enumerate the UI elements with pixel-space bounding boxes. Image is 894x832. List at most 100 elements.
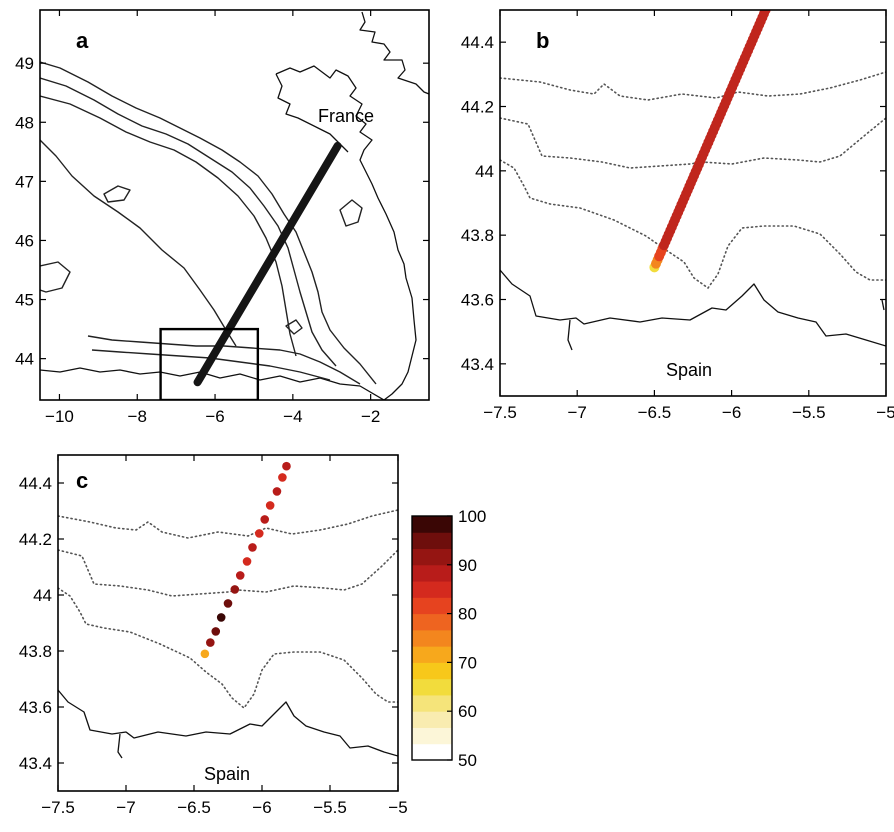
axis-ticks: −7.5 −7 −6.5 −6 −5.5 −5 44.4 44.2 44 43.8 43.6 43.4: [19, 455, 408, 817]
bathymetry-contour: [40, 61, 377, 385]
track-point: [200, 649, 210, 659]
bathymetry-contour: [40, 95, 297, 357]
x-tick-label: −7.5: [483, 403, 517, 422]
panel-label: b: [536, 28, 549, 53]
track-point: [265, 501, 275, 510]
panel-label: a: [76, 28, 89, 53]
y-tick-label: 43.6: [461, 291, 494, 310]
x-tick-label: −6: [205, 407, 224, 426]
track-point: [216, 613, 226, 622]
bathymetry-contour: [500, 117, 886, 169]
y-tick-label: 47: [15, 172, 34, 191]
glider-track: [200, 461, 291, 659]
x-tick-label: −5: [388, 798, 407, 817]
y-tick-label: 46: [15, 231, 34, 250]
track-point: [223, 599, 233, 608]
x-tick-label: −8: [128, 407, 147, 426]
x-tick-label: −5.5: [313, 798, 347, 817]
axis-ticks: −10 −8 −6 −4 −2 49 48 47 46 45 44: [15, 10, 429, 426]
track-point: [272, 487, 282, 496]
map-frame: [39, 9, 430, 401]
track-point: [211, 627, 221, 636]
x-tick-label: −7.5: [41, 798, 75, 817]
y-tick-label: 45: [15, 291, 34, 310]
place-label-spain: Spain: [666, 360, 712, 380]
bathymetry-contour: [87, 335, 361, 385]
y-tick-label: 43.8: [461, 226, 494, 245]
track-point: [760, 10, 771, 15]
bathymetry-contour: [339, 199, 363, 227]
colorbar-cell: [412, 646, 452, 663]
place-label-france: France: [318, 106, 374, 126]
x-tick-label: −5.5: [792, 403, 826, 422]
colorbar-cell: [412, 711, 452, 728]
y-tick-label: 44: [33, 586, 52, 605]
colorbar-tick-label: 50: [458, 751, 477, 770]
colorbar-cell: [412, 678, 452, 696]
bathymetry-contour: [500, 159, 886, 290]
panel-c: −7.5 −7 −6.5 −6 −5.5 −5 44.4 44.2 44 43.8 43.6 43.4…: [19, 454, 408, 817]
colorbar-cell: [412, 597, 452, 615]
x-tick-label: −4: [283, 407, 302, 426]
france-coastline: [275, 11, 429, 400]
colorbar-cell: [412, 662, 452, 680]
track-point: [242, 557, 252, 566]
axis-ticks: −7.5 −7 −6.5 −6 −5.5 −5 44.4 44.2 44 43.8 43.6 43.4: [461, 10, 894, 422]
glider-track: [193, 141, 342, 387]
colorbar-cell: [412, 516, 452, 533]
spain-coastline: [500, 269, 886, 347]
colorbar-tick-label: 100: [458, 507, 486, 526]
bathymetry-contour: [40, 77, 337, 367]
track-point: [282, 461, 291, 471]
y-tick-label: 44.2: [19, 530, 52, 549]
track-point: [254, 529, 264, 538]
y-tick-label: 49: [15, 54, 34, 73]
bathymetry-contour: [500, 71, 886, 101]
colorbar-tick-label: 70: [458, 653, 477, 672]
x-tick-label: −6.5: [638, 403, 672, 422]
colorbar-cell: [412, 727, 452, 745]
colorbar-cell: [412, 613, 452, 631]
y-tick-label: 44.4: [19, 474, 52, 493]
x-tick-label: −10: [45, 407, 74, 426]
spain-coastline: [40, 367, 385, 400]
x-tick-label: −6: [722, 403, 741, 422]
colorbar-cell: [412, 629, 452, 647]
track-point: [235, 571, 245, 580]
coast-inlet: [117, 733, 123, 759]
bathymetry-contour: [40, 261, 71, 293]
colorbar-cell: [412, 564, 452, 582]
track-point: [260, 515, 270, 524]
bathymetry-contour: [58, 549, 398, 597]
map-frame: [499, 9, 887, 397]
x-tick-label: −2: [361, 407, 380, 426]
x-tick-label: −6: [252, 798, 271, 817]
y-tick-label: 43.8: [19, 642, 52, 661]
colorbar-cell: [412, 694, 452, 712]
track-point: [248, 543, 257, 552]
y-tick-label: 44.2: [461, 98, 494, 117]
track-point: [230, 585, 240, 594]
colorbar-cell: [412, 743, 452, 761]
spain-coastline: [58, 689, 398, 757]
y-tick-label: 43.4: [19, 754, 52, 773]
y-tick-label: 44.4: [461, 33, 494, 52]
bathymetry-contour: [58, 509, 398, 539]
bathymetry-contour: [103, 185, 131, 203]
place-label-spain: Spain: [204, 764, 250, 784]
map-frame: [57, 454, 399, 792]
x-tick-label: −7: [116, 798, 135, 817]
x-tick-label: −5: [876, 403, 894, 422]
y-tick-label: 43.4: [461, 355, 494, 374]
panel-label: c: [76, 468, 88, 493]
track-point: [278, 473, 287, 482]
panel-a: −10 −8 −6 −4 −2 49 48 47 46 45 44 a France: [15, 9, 430, 426]
colorbar-tick-label: 90: [458, 556, 477, 575]
colorbar: 100 90 80 70 60 50: [411, 507, 486, 770]
colorbar-tick-label: 60: [458, 702, 477, 721]
y-tick-label: 43.6: [19, 698, 52, 717]
colorbar-cell: [412, 581, 452, 598]
bathymetry-contour: [40, 139, 237, 347]
inset-box: [159, 327, 260, 400]
y-tick-label: 44: [475, 162, 494, 181]
